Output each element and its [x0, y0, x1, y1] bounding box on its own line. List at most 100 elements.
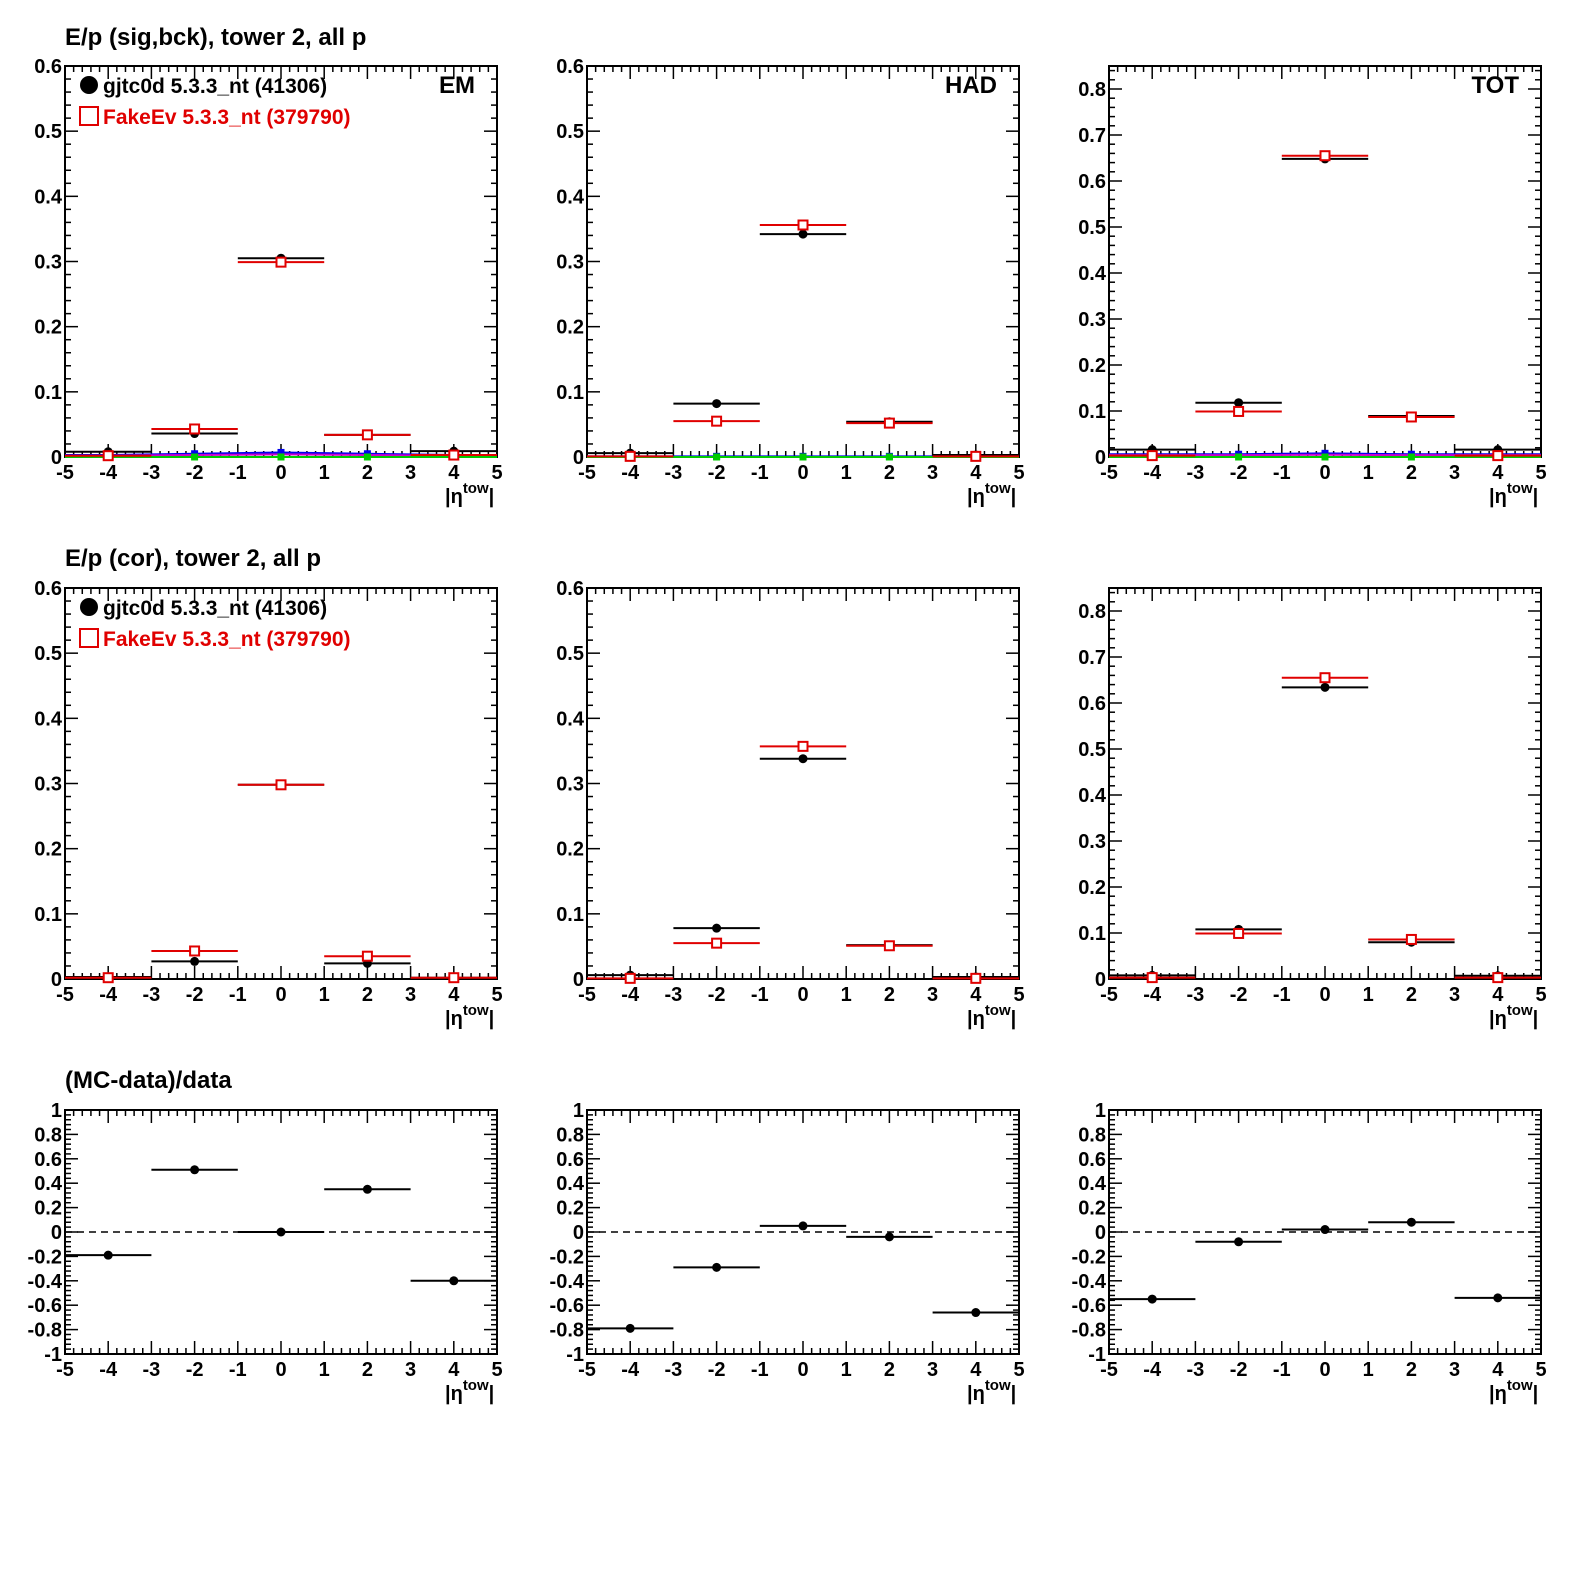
x-tick-label: 1	[841, 984, 852, 1006]
data-point	[1320, 682, 1330, 692]
data-point	[798, 1221, 808, 1231]
y-tick-label: -0.8	[28, 1320, 62, 1342]
mc-point	[361, 950, 373, 962]
row-title-sig-bck: E/p (sig,bck), tower 2, all p	[65, 24, 366, 51]
mc-point	[970, 450, 982, 462]
x-tick-label: -1	[229, 462, 247, 484]
x-tick-label: 5	[1013, 984, 1024, 1006]
x-axis-title: |ηtow|	[445, 1002, 494, 1030]
x-tick-label: 3	[405, 462, 416, 484]
x-tick-label: -3	[143, 1359, 161, 1381]
x-tick-label: 1	[1363, 462, 1374, 484]
background-marker	[799, 453, 807, 461]
y-tick-label: -0.2	[1072, 1246, 1106, 1268]
y-tick-label: 0.6	[556, 56, 584, 78]
x-tick-label: 2	[362, 984, 373, 1006]
x-tick-label: -3	[665, 462, 683, 484]
y-tick-label: 0.2	[34, 1198, 62, 1220]
legend-data-label: gjtc0d 5.3.3_nt (41306)	[103, 75, 327, 98]
x-tick-label: -4	[99, 462, 118, 484]
legend-mc-label: FakeEv 5.3.3_nt (379790)	[103, 106, 351, 129]
y-tick-label: 0.2	[1078, 877, 1106, 899]
x-tick-label: -5	[578, 462, 596, 484]
x-axis-title: |ηtow|	[1489, 1377, 1538, 1405]
x-tick-label: 0	[797, 984, 808, 1006]
y-tick-label: 0.4	[34, 186, 63, 208]
y-tick-label: 0.8	[1078, 1124, 1106, 1146]
x-tick-label: 4	[1492, 1359, 1504, 1381]
mc-point	[1319, 672, 1331, 684]
y-tick-label: 0.3	[1078, 831, 1106, 853]
y-tick-label: 0.4	[556, 708, 585, 730]
x-tick-label: 0	[275, 462, 286, 484]
data-point	[798, 754, 808, 764]
y-tick-label: 0	[51, 1222, 62, 1244]
y-tick-label: 0.2	[1078, 355, 1106, 377]
y-tick-label: 0	[573, 1222, 584, 1244]
y-tick-label: 0.4	[556, 1173, 585, 1195]
y-tick-label: -0.2	[550, 1246, 584, 1268]
x-tick-label: 2	[884, 984, 895, 1006]
x-tick-label: -5	[578, 984, 596, 1006]
y-tick-label: -0.6	[550, 1295, 584, 1317]
x-tick-label: -3	[665, 1359, 683, 1381]
x-axis-title: |ηtow|	[445, 1377, 494, 1405]
mc-point	[361, 429, 373, 441]
data-point	[1234, 398, 1244, 408]
x-tick-label: -1	[1273, 1359, 1291, 1381]
x-tick-label: 2	[1406, 1359, 1417, 1381]
y-tick-label: 0.4	[34, 708, 63, 730]
y-tick-label: -0.2	[28, 1246, 62, 1268]
mc-point	[448, 972, 460, 984]
x-tick-label: 5	[1013, 462, 1024, 484]
y-tick-label: 0	[1095, 969, 1106, 991]
panel-6: -5 -4 -3 -2 -1 0 1 2 3 4 5-1-0.8-0.6-0.4-0.200.20.…	[28, 1100, 503, 1405]
x-tick-label: 4	[448, 462, 460, 484]
x-tick-label: 2	[362, 462, 373, 484]
x-tick-label: 3	[927, 984, 938, 1006]
background-marker	[713, 453, 721, 461]
background-marker	[1321, 449, 1329, 457]
legend-data-marker	[80, 76, 98, 94]
y-tick-label: 0	[1095, 447, 1106, 469]
x-tick-label: -3	[143, 984, 161, 1006]
x-tick-label: 5	[1535, 984, 1546, 1006]
y-tick-label: 0.2	[556, 839, 584, 861]
x-tick-label: -2	[186, 984, 204, 1006]
mc-point	[711, 937, 723, 949]
y-tick-label: 0.5	[34, 643, 62, 665]
mc-point	[1405, 411, 1417, 423]
mc-point	[624, 972, 636, 984]
x-tick-label: -4	[99, 1359, 118, 1381]
x-tick-label: -2	[186, 462, 204, 484]
x-tick-label: -4	[99, 984, 118, 1006]
y-tick-label: -0.8	[550, 1320, 584, 1342]
x-tick-label: 0	[1319, 1359, 1330, 1381]
x-tick-label: -5	[1100, 462, 1118, 484]
mc-point	[102, 972, 114, 984]
x-tick-label: 1	[841, 462, 852, 484]
x-tick-label: -2	[708, 984, 726, 1006]
x-tick-label: -5	[1100, 984, 1118, 1006]
x-tick-label: -1	[751, 462, 769, 484]
y-tick-label: 0.1	[34, 382, 62, 404]
corner-label: HAD	[945, 72, 997, 99]
y-tick-label: 0.6	[34, 578, 62, 600]
background-marker	[191, 453, 199, 461]
y-tick-label: 1	[1095, 1100, 1106, 1122]
x-axis-title: |ηtow|	[967, 1377, 1016, 1405]
x-tick-label: -5	[56, 1359, 74, 1381]
x-tick-label: -4	[621, 462, 640, 484]
y-tick-label: -1	[566, 1344, 584, 1366]
y-tick-label: 0.2	[34, 839, 62, 861]
x-tick-label: 5	[1535, 462, 1546, 484]
mc-point	[1319, 150, 1331, 162]
y-tick-label: 0.2	[34, 317, 62, 339]
data-point	[798, 229, 808, 239]
mc-point	[1405, 933, 1417, 945]
data-point	[1493, 1293, 1503, 1303]
panel-1: -5 -4 -3 -2 -1 0 1 2 3 4 5 0 0.1 0.2 0.3 0.4 0.5 0.6 |ηtow…	[556, 56, 1024, 508]
background-marker	[277, 448, 285, 456]
y-tick-label: 0.2	[1078, 1198, 1106, 1220]
y-tick-label: -1	[1088, 1344, 1106, 1366]
